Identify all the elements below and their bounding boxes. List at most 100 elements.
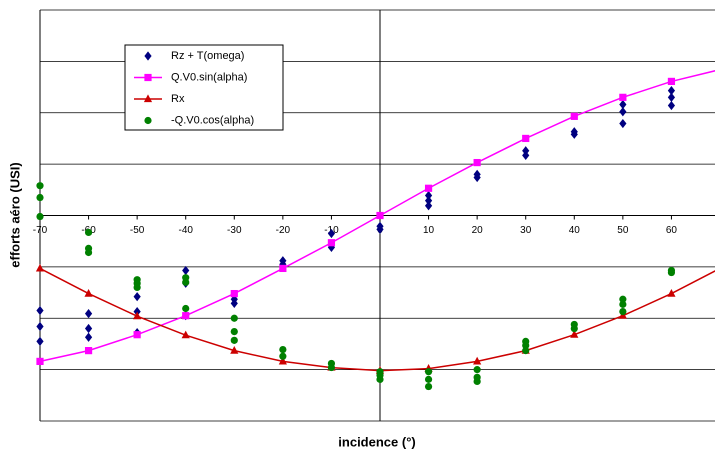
marker: [230, 289, 238, 298]
marker: [278, 356, 287, 365]
legend-label: Q.V0.sin(alpha): [171, 71, 247, 83]
marker: [473, 366, 481, 374]
marker: [570, 330, 579, 338]
marker: [133, 306, 141, 317]
marker: [667, 288, 676, 297]
marker: [327, 363, 336, 372]
marker: [279, 352, 287, 360]
marker: [84, 347, 93, 355]
marker: [424, 382, 433, 391]
marker: [143, 94, 153, 103]
marker: [667, 77, 676, 86]
marker: [667, 100, 676, 111]
marker: [424, 368, 433, 376]
marker: [36, 321, 44, 332]
marker: [84, 332, 93, 342]
marker: [182, 312, 190, 320]
marker: [424, 190, 433, 201]
marker: [619, 107, 627, 117]
marker: [522, 150, 530, 160]
marker: [84, 248, 93, 257]
marker: [36, 336, 44, 346]
x-tick-label: 20: [472, 225, 484, 236]
marker: [376, 224, 384, 234]
marker: [36, 305, 44, 316]
x-tick-label: -20: [276, 225, 291, 236]
marker: [473, 356, 482, 365]
x-tick-label: -50: [130, 225, 145, 236]
marker: [667, 86, 676, 96]
x-tick-label: 40: [569, 225, 581, 236]
marker: [376, 211, 384, 220]
marker: [570, 324, 578, 333]
marker: [667, 92, 676, 102]
marker: [424, 196, 433, 206]
marker: [36, 182, 44, 190]
marker: [327, 239, 336, 247]
marker: [619, 300, 627, 308]
marker: [133, 292, 141, 302]
marker: [570, 112, 578, 120]
marker: [376, 375, 384, 383]
marker: [144, 51, 152, 61]
marker: [182, 278, 190, 286]
marker: [230, 314, 238, 322]
marker: [133, 283, 141, 292]
marker: [230, 336, 238, 344]
marker: [84, 228, 93, 237]
marker: [473, 377, 481, 386]
marker: [424, 375, 433, 383]
marker: [84, 323, 93, 334]
marker: [424, 201, 433, 211]
marker: [522, 134, 530, 143]
marker: [327, 228, 336, 239]
marker: [424, 184, 433, 192]
marker: [619, 118, 627, 129]
marker: [279, 259, 287, 269]
marker: [619, 295, 627, 303]
marker: [181, 330, 190, 339]
marker: [522, 347, 530, 355]
x-tick-label: 60: [666, 225, 678, 236]
marker: [133, 311, 142, 320]
marker: [35, 263, 45, 272]
legend-label: Rz + T(omega): [171, 50, 244, 62]
marker: [144, 73, 152, 82]
legend-label: Rx: [171, 93, 185, 105]
marker: [182, 265, 190, 276]
marker: [473, 172, 481, 183]
marker: [230, 346, 239, 354]
marker: [619, 93, 627, 101]
legend: Rz + T(omega) Q.V0.sin(alpha) Rx -Q.V0.cos(…: [124, 44, 284, 131]
marker: [522, 341, 530, 350]
marker: [667, 268, 676, 277]
x-tick-label: 10: [423, 225, 435, 236]
marker: [473, 158, 481, 167]
marker: [133, 331, 141, 339]
marker: [182, 304, 190, 313]
marker: [619, 99, 627, 110]
marker: [36, 193, 44, 202]
x-tick-label: -30: [227, 225, 242, 236]
x-tick-label: -40: [178, 225, 193, 236]
marker: [36, 212, 44, 221]
marker: [84, 309, 93, 319]
x-tick-label: 50: [617, 225, 629, 236]
series-line: [39, 267, 715, 372]
legend-box: [124, 44, 284, 131]
marker: [619, 307, 627, 316]
x-tick-label: 30: [520, 225, 532, 236]
marker: [36, 357, 44, 366]
y-axis-title: efforts aéro (USI): [7, 162, 22, 267]
marker: [230, 328, 238, 336]
marker: [279, 345, 287, 354]
x-tick-label: -70: [33, 225, 48, 236]
legend-label: -Q.V0.cos(alpha): [171, 114, 254, 126]
marker: [522, 146, 530, 156]
marker: [570, 129, 578, 139]
marker: [144, 116, 152, 125]
marker: [230, 298, 238, 308]
marker: [84, 288, 93, 297]
x-axis-title: incidence (°): [338, 434, 415, 449]
